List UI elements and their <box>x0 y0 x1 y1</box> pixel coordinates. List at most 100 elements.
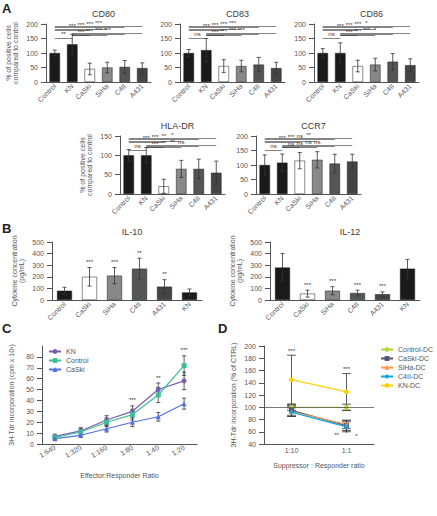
svg-text:***: *** <box>95 27 103 33</box>
svg-text:200: 200 <box>26 21 38 28</box>
svg-text:0: 0 <box>34 79 38 86</box>
svg-text:***: *** <box>203 23 211 29</box>
svg-text:**: ** <box>306 132 311 138</box>
svg-text:200: 200 <box>160 21 172 28</box>
svg-text:300: 300 <box>32 262 44 269</box>
svg-text:100: 100 <box>100 152 112 159</box>
svg-text:1:20: 1:20 <box>171 444 186 457</box>
svg-text:ns: ns <box>288 141 294 147</box>
svg-text:CaSki: CaSki <box>208 82 226 100</box>
svg-text:***: *** <box>86 259 94 265</box>
svg-text:KN: KN <box>180 301 192 313</box>
svg-text:80: 80 <box>248 416 256 423</box>
svg-text:Control: Control <box>36 82 57 103</box>
svg-text:KN: KN <box>66 348 76 355</box>
svg-text:ns: ns <box>297 133 303 139</box>
svg-text:**: ** <box>161 133 166 139</box>
svg-text:100: 100 <box>236 162 248 169</box>
svg-text:***: *** <box>329 278 337 284</box>
svg-text:SiHa: SiHa <box>319 300 335 316</box>
svg-text:A431: A431 <box>202 194 219 211</box>
svg-text:CD86: CD86 <box>360 9 383 19</box>
svg-text:***: *** <box>77 29 85 35</box>
svg-text:***: *** <box>86 21 94 27</box>
svg-text:40: 40 <box>26 397 34 404</box>
svg-text:Control: Control <box>46 300 67 321</box>
svg-text:A431: A431 <box>262 82 279 99</box>
svg-text:***: *** <box>143 135 151 141</box>
svg-text:A431: A431 <box>338 194 355 211</box>
svg-text:KN: KN <box>197 83 209 95</box>
svg-text:*: * <box>171 132 174 138</box>
svg-text:***: *** <box>345 22 353 28</box>
svg-text:100: 100 <box>32 285 44 292</box>
svg-text:C: C <box>2 321 12 336</box>
svg-text:20: 20 <box>26 419 34 426</box>
svg-text:***: *** <box>354 21 362 27</box>
svg-text:CaSki: CaSki <box>66 366 85 373</box>
svg-text:Control-DC: Control-DC <box>398 346 433 353</box>
svg-text:120: 120 <box>244 392 256 399</box>
svg-text:*: * <box>345 430 348 436</box>
svg-text:400: 400 <box>250 250 262 257</box>
svg-text:C4II: C4II <box>381 82 395 96</box>
svg-text:SiHa: SiHa <box>94 82 110 98</box>
svg-text:A431: A431 <box>396 82 413 99</box>
svg-text:KN-DC: KN-DC <box>398 382 420 389</box>
svg-text:150: 150 <box>160 35 172 42</box>
svg-text:*: * <box>365 20 368 26</box>
svg-text:***: *** <box>181 347 189 353</box>
svg-text:**: ** <box>161 140 166 146</box>
svg-text:CaSki: CaSki <box>284 194 302 212</box>
svg-text:C4II: C4II <box>346 300 360 314</box>
svg-text:SiHa: SiHa <box>304 194 320 210</box>
svg-text:***: *** <box>220 28 228 34</box>
svg-text:A431: A431 <box>150 300 167 317</box>
svg-text:***: *** <box>69 23 77 29</box>
svg-text:***: *** <box>129 397 137 403</box>
svg-text:C4II: C4II <box>187 194 201 208</box>
svg-text:100: 100 <box>250 285 262 292</box>
svg-text:100: 100 <box>160 50 172 57</box>
svg-text:*: * <box>374 27 377 33</box>
svg-text:ns: ns <box>314 139 320 145</box>
svg-text:ns: ns <box>178 139 184 145</box>
svg-text:Suppressor : Responder ratio: Suppressor : Responder ratio <box>273 462 365 470</box>
svg-text:Control: Control <box>110 194 131 215</box>
svg-text:200: 200 <box>244 343 256 350</box>
svg-text:50: 50 <box>240 176 248 183</box>
svg-text:***: *** <box>345 29 353 35</box>
svg-text:1:160: 1:160 <box>90 444 109 459</box>
svg-text:C4II-DC: C4II-DC <box>398 373 423 380</box>
svg-text:C4II: C4II <box>323 194 337 208</box>
svg-text:0: 0 <box>258 297 262 304</box>
svg-text:ns: ns <box>305 139 311 145</box>
svg-text:**: ** <box>170 139 175 145</box>
svg-text:***: *** <box>379 283 387 289</box>
svg-text:60: 60 <box>26 375 34 382</box>
svg-text:***: *** <box>229 27 237 33</box>
svg-text:A431: A431 <box>128 82 145 99</box>
svg-text:ns: ns <box>328 31 334 37</box>
svg-text:0: 0 <box>168 79 172 86</box>
svg-text:400: 400 <box>32 250 44 257</box>
svg-text:***: *** <box>363 27 371 33</box>
svg-text:500: 500 <box>250 239 262 246</box>
svg-text:C4II: C4II <box>113 82 127 96</box>
svg-text:ns: ns <box>297 140 303 146</box>
svg-text:CaSki-DC: CaSki-DC <box>398 355 429 362</box>
svg-text:100: 100 <box>294 50 306 57</box>
svg-text:(pg/mL): (pg/mL) <box>18 259 26 283</box>
svg-text:CaSki: CaSki <box>342 82 360 100</box>
svg-text:0: 0 <box>108 191 112 198</box>
svg-text:***: *** <box>343 366 351 372</box>
svg-text:500: 500 <box>32 239 44 246</box>
svg-text:***: *** <box>354 28 362 34</box>
svg-text:A: A <box>2 1 12 16</box>
svg-text:50: 50 <box>30 64 38 71</box>
svg-text:SiHa: SiHa <box>101 300 117 316</box>
svg-text:A431: A431 <box>368 300 385 317</box>
svg-text:CaSki: CaSki <box>292 300 310 318</box>
svg-text:70: 70 <box>26 364 34 371</box>
svg-text:ns: ns <box>194 31 200 37</box>
